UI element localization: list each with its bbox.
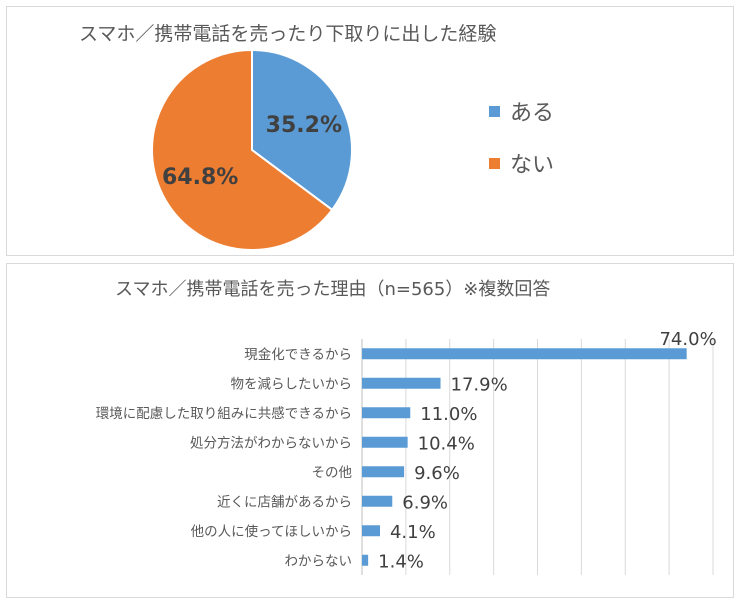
- bar-value-label-4: 9.6%: [414, 463, 460, 484]
- bar-4: [362, 466, 405, 478]
- bar-6: [362, 525, 380, 537]
- category-label: その他: [312, 465, 353, 481]
- category-label: 現金化できるから: [244, 347, 352, 363]
- category-label: 物を減らしたいから: [231, 375, 353, 392]
- legend-label-nai: ない: [510, 153, 555, 178]
- pie-chart-title: スマホ／携帯電話を売ったり下取りに出した経験: [79, 23, 497, 45]
- category-label: 環境に配慮した取り組みに共感できるから: [96, 405, 352, 422]
- bar-1: [362, 377, 441, 389]
- bar-7: [362, 554, 369, 566]
- category-label: 近くに店舗があるから: [217, 494, 352, 510]
- bar-value-label-3: 10.4%: [418, 433, 475, 454]
- pie-slice-0: [251, 48, 353, 212]
- bar-value-label-5: 6.9%: [402, 492, 448, 513]
- legend-swatch-nai: [489, 157, 500, 169]
- bar-2: [362, 407, 411, 419]
- legend-swatch-aru: [489, 105, 500, 117]
- category-label: わからない: [285, 553, 353, 569]
- bar-value-label-2: 11.0%: [420, 404, 477, 425]
- pie-slice-1: [151, 48, 334, 251]
- pie-chart-panel: スマホ／携帯電話を売ったり下取りに出した経験 35.2% 64.8% ある ない: [6, 6, 734, 256]
- legend-label-aru: ある: [510, 101, 555, 126]
- bar-value-label-1: 17.9%: [451, 374, 508, 395]
- bar-value-label-7: 1.4%: [378, 551, 424, 572]
- bar-chart-panel: スマホ／携帯電話を売った理由（n=565）※複数回答 現金化できるから 74.0%…: [6, 263, 734, 598]
- bar-value-label-0: 74.0%: [659, 329, 716, 350]
- category-label: 他の人に使ってほしいから: [191, 523, 352, 540]
- pie-slice-label-1: 64.8%: [162, 165, 238, 190]
- pie-chart: 35.2% 64.8%: [151, 48, 353, 251]
- bar-chart: 現金化できるから 74.0% 物を減らしたいから 17.9% 環境に配慮した取り組みに共…: [96, 329, 717, 575]
- bar-chart-title: スマホ／携帯電話を売った理由（n=565）※複数回答: [115, 279, 551, 300]
- legend-item-aru: ある: [489, 95, 554, 127]
- legend-item-nai: ない: [489, 147, 554, 179]
- category-label: 処分方法がわからないから: [190, 435, 352, 451]
- bar-value-label-6: 4.1%: [390, 522, 436, 543]
- pie-slice-label-0: 35.2%: [266, 113, 342, 138]
- bar-0: [362, 348, 687, 360]
- bar-5: [362, 495, 393, 507]
- bar-3: [362, 436, 408, 448]
